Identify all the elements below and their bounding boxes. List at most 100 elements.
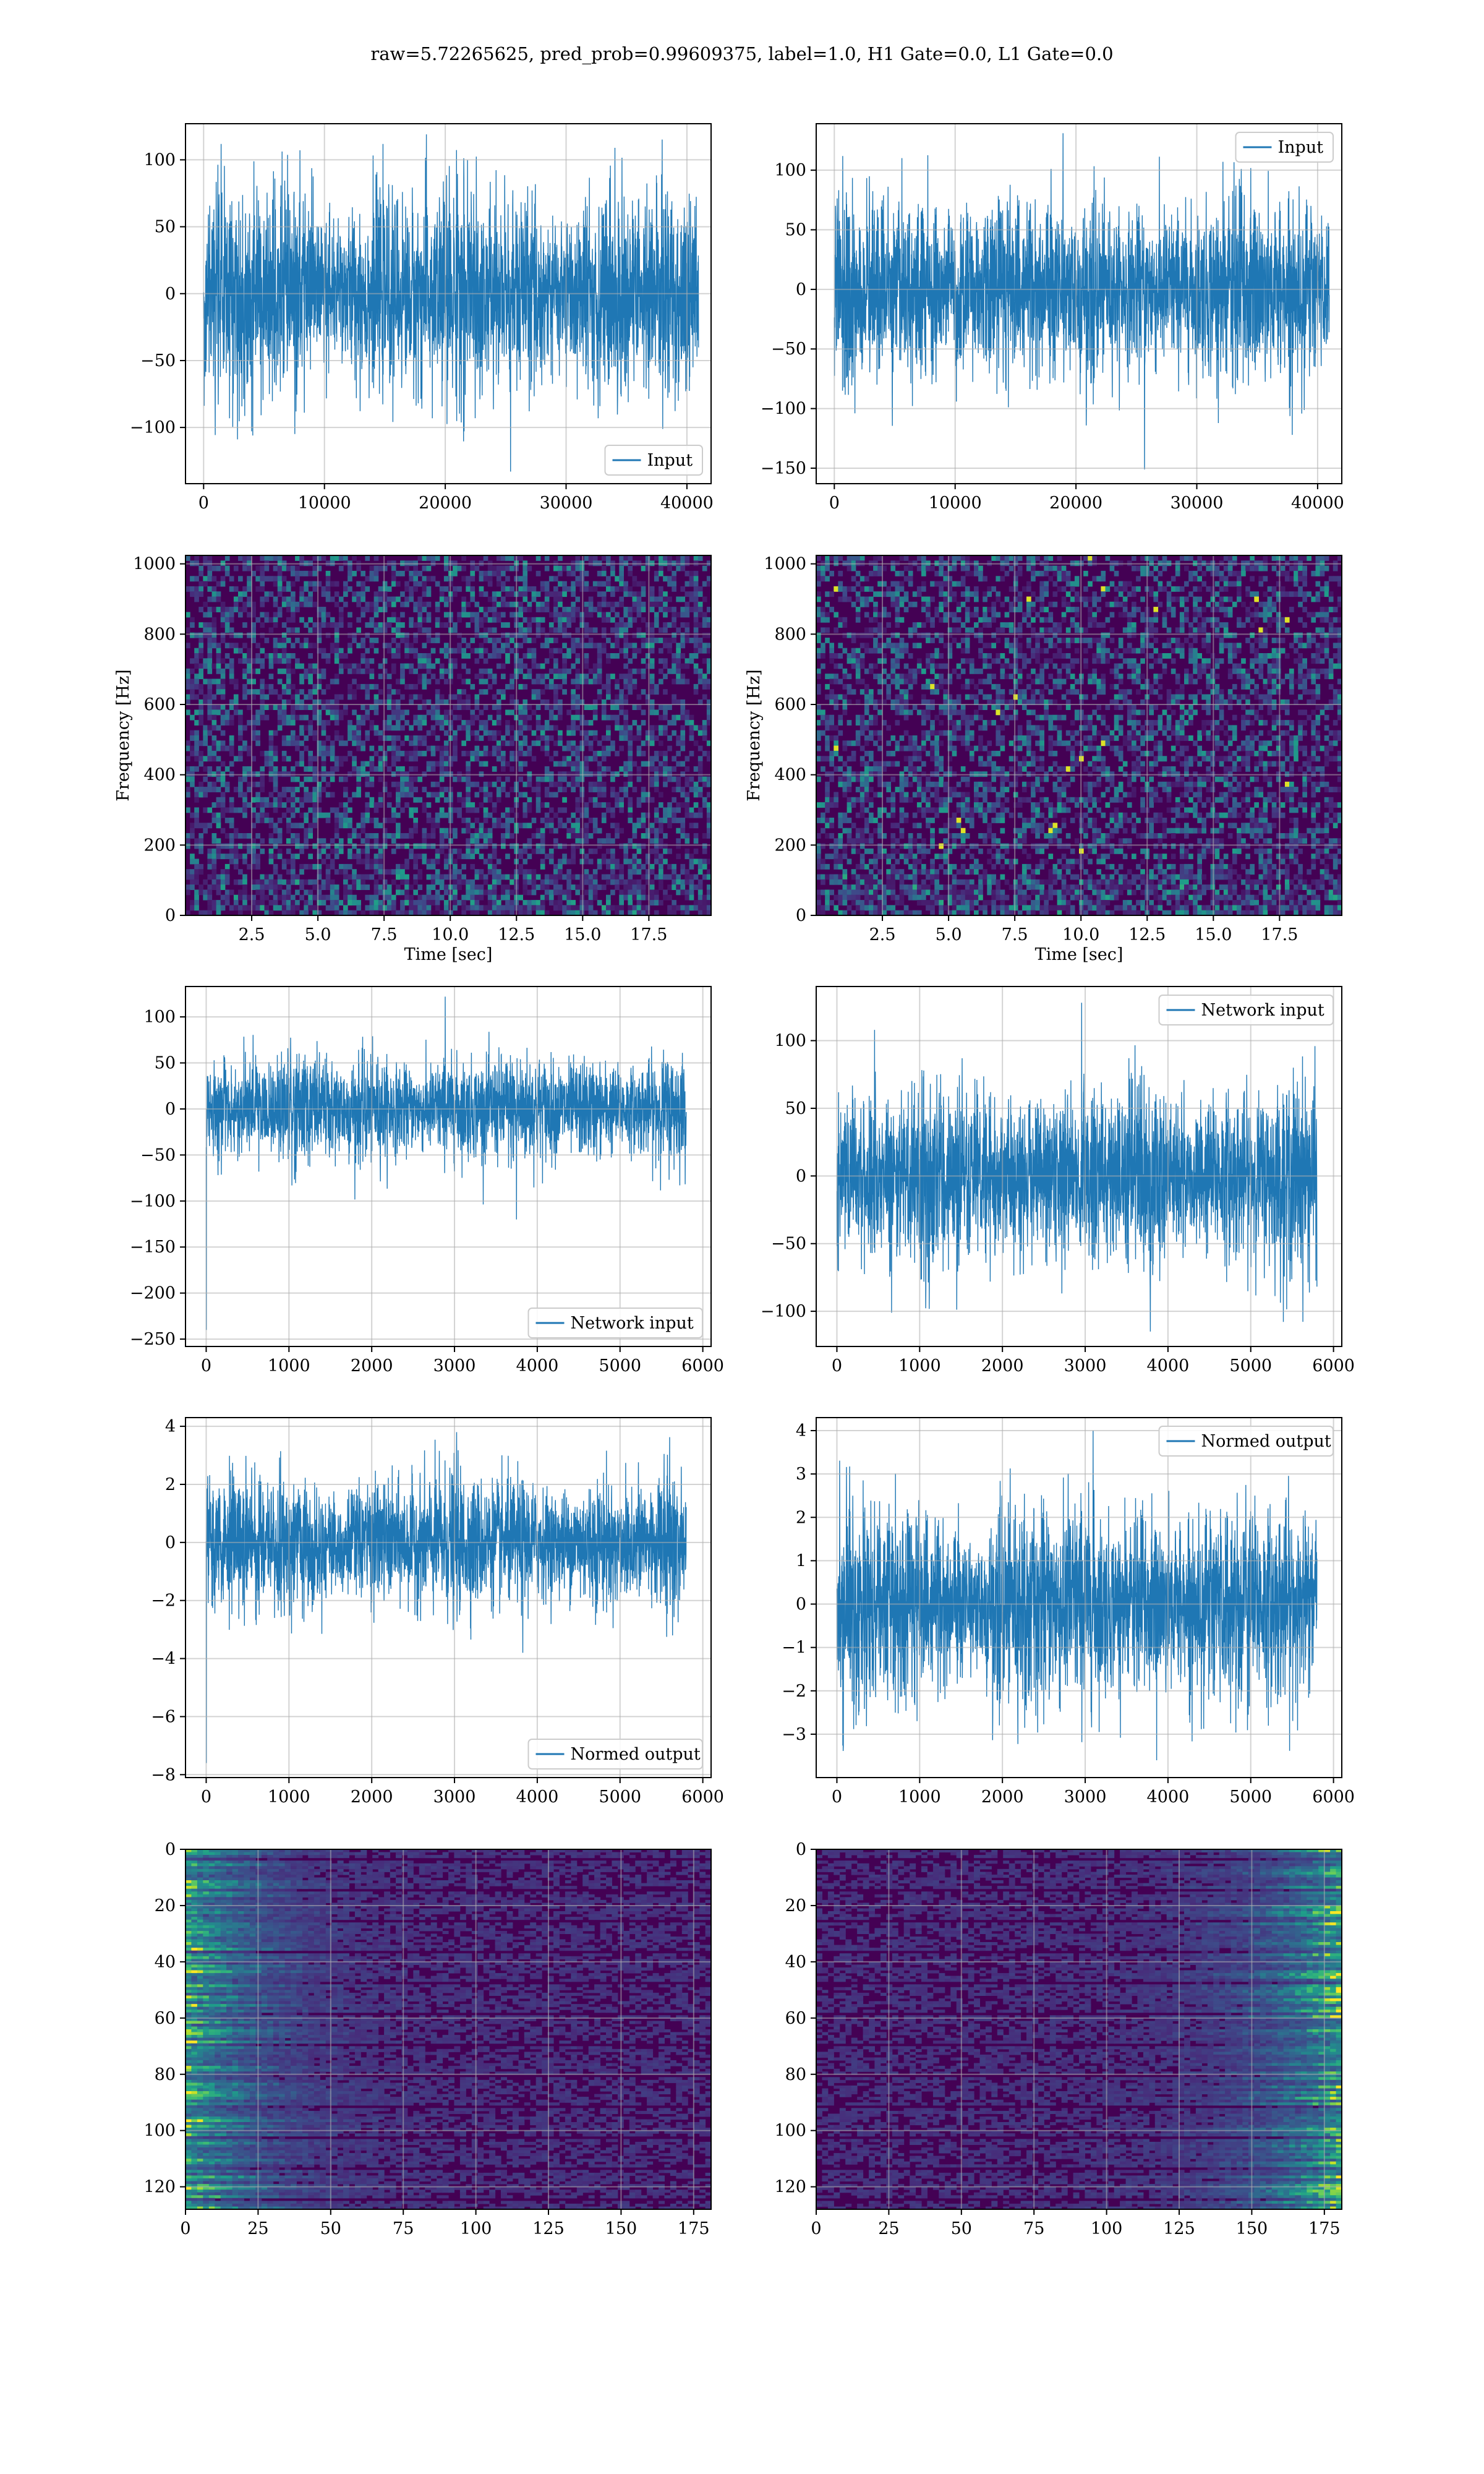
spectrogram-cell: [571, 910, 576, 916]
spectrogram-cell: [330, 709, 335, 716]
spectrogram-cell: [535, 848, 541, 854]
spectrogram-cell: [194, 823, 199, 829]
spectrogram-cell: [1070, 596, 1075, 602]
spectrogram-cell: [659, 761, 663, 767]
spectrogram-cell: [676, 699, 681, 705]
spectrogram-cell: [211, 787, 217, 792]
spectrogram-cell: [360, 668, 365, 674]
spectrogram-cell: [435, 632, 440, 638]
spectrogram-cell: [663, 674, 668, 680]
spectrogram-cell: [457, 776, 462, 782]
spectrogram-cell: [505, 812, 510, 818]
spectrogram-cell: [378, 663, 383, 669]
spectrogram-cell: [1284, 570, 1290, 576]
x-tick-label: 17.5: [630, 925, 667, 944]
spectrogram-cell: [1267, 586, 1273, 592]
spectrogram-cell: [571, 678, 576, 685]
spectrogram-cell: [422, 900, 427, 905]
spectrogram-cell: [334, 648, 339, 654]
spectrogram-cell: [702, 802, 707, 808]
spectrogram-cell: [492, 674, 497, 680]
spectrogram-cell: [220, 745, 226, 751]
spectrogram-cell: [369, 725, 375, 731]
spectrogram-cell: [623, 678, 628, 685]
spectrogram-cell: [676, 761, 681, 767]
spectrogram-cell: [461, 699, 466, 705]
spectrogram-cell: [575, 678, 581, 685]
spectrogram-cell: [667, 576, 672, 582]
spectrogram-cell: [1031, 555, 1036, 561]
spectrogram-cell: [409, 787, 414, 792]
spectrogram-cell: [693, 812, 699, 818]
spectrogram-cell: [641, 643, 646, 649]
spectrogram-cell: [325, 879, 331, 885]
spectrogram-cell: [422, 674, 427, 680]
spectrogram-cell: [535, 663, 541, 669]
spectrogram-cell: [220, 694, 226, 700]
spectrogram-cell: [260, 776, 265, 782]
spectrogram-cell: [207, 678, 213, 685]
x-tick-label: 20000: [1049, 494, 1102, 513]
spectrogram-cell: [409, 750, 414, 756]
y-tick-label: −50: [140, 351, 176, 370]
spectrogram-cell: [592, 750, 598, 756]
spectrogram-cell: [352, 792, 357, 798]
spectrogram-cell: [378, 776, 383, 782]
spectrogram-cell: [544, 683, 550, 690]
spectrogram-cell: [619, 910, 624, 916]
spectrogram-cell: [382, 596, 388, 602]
spectrogram-cell: [693, 627, 699, 633]
spectrogram-cell: [396, 745, 401, 751]
spectrogram-cell: [356, 596, 361, 602]
spectrogram-cell: [391, 761, 396, 767]
spectrogram-cell: [220, 828, 226, 834]
spectrogram-cell: [575, 668, 581, 674]
spectrogram-cell: [610, 905, 615, 911]
spectrogram-cell: [470, 750, 475, 756]
spectrogram-cell: [510, 601, 514, 607]
spectrogram-cell: [404, 709, 409, 716]
spectrogram-cell: [540, 643, 545, 649]
spectrogram-cell: [378, 596, 383, 602]
spectrogram-cell: [386, 586, 392, 592]
spectrogram-cell: [260, 576, 265, 582]
spectrogram-cell: [474, 730, 480, 736]
spectrogram-cell: [281, 653, 287, 659]
spectrogram-cell: [413, 787, 418, 792]
spectrogram-cell: [697, 910, 703, 916]
spectrogram-cell: [348, 735, 352, 741]
spectrogram-cell: [203, 555, 208, 561]
spectrogram-cell: [211, 596, 217, 602]
spectrogram-cell: [592, 797, 598, 803]
spectrogram-cell: [457, 771, 462, 777]
spectrogram-cell: [378, 884, 383, 890]
spectrogram-cell: [277, 894, 283, 901]
spectrogram-cell: [457, 632, 462, 638]
spectrogram-cell: [400, 843, 405, 849]
spectrogram-cell: [492, 884, 497, 890]
spectrogram-cell: [610, 586, 615, 592]
spectrogram-cell: [636, 910, 642, 916]
spectrogram-cell: [606, 658, 611, 664]
spectrogram-cell: [592, 879, 598, 885]
spectrogram-cell: [422, 750, 427, 756]
spectrogram-cell: [295, 576, 300, 582]
spectrogram-cell: [628, 818, 633, 823]
spectrogram-cell: [483, 792, 488, 798]
spectrogram-cell: [286, 900, 291, 905]
spectrogram-cell: [242, 889, 247, 896]
spectrogram-cell: [461, 555, 466, 561]
spectrogram-cell: [1324, 555, 1329, 561]
spectrogram-cell: [264, 750, 270, 756]
spectrogram-cell: [369, 802, 375, 808]
spectrogram-cell: [864, 586, 869, 592]
spectrogram-cell: [684, 910, 690, 916]
spectrogram-cell: [281, 714, 287, 721]
spectrogram-cell: [365, 833, 370, 839]
spectrogram-cell: [487, 863, 493, 870]
spectrogram-cell: [325, 874, 331, 880]
spectrogram-cell: [409, 766, 414, 772]
spectrogram-cell: [505, 586, 510, 592]
spectrogram-cell: [356, 730, 361, 736]
spectrogram-cell: [693, 638, 699, 643]
